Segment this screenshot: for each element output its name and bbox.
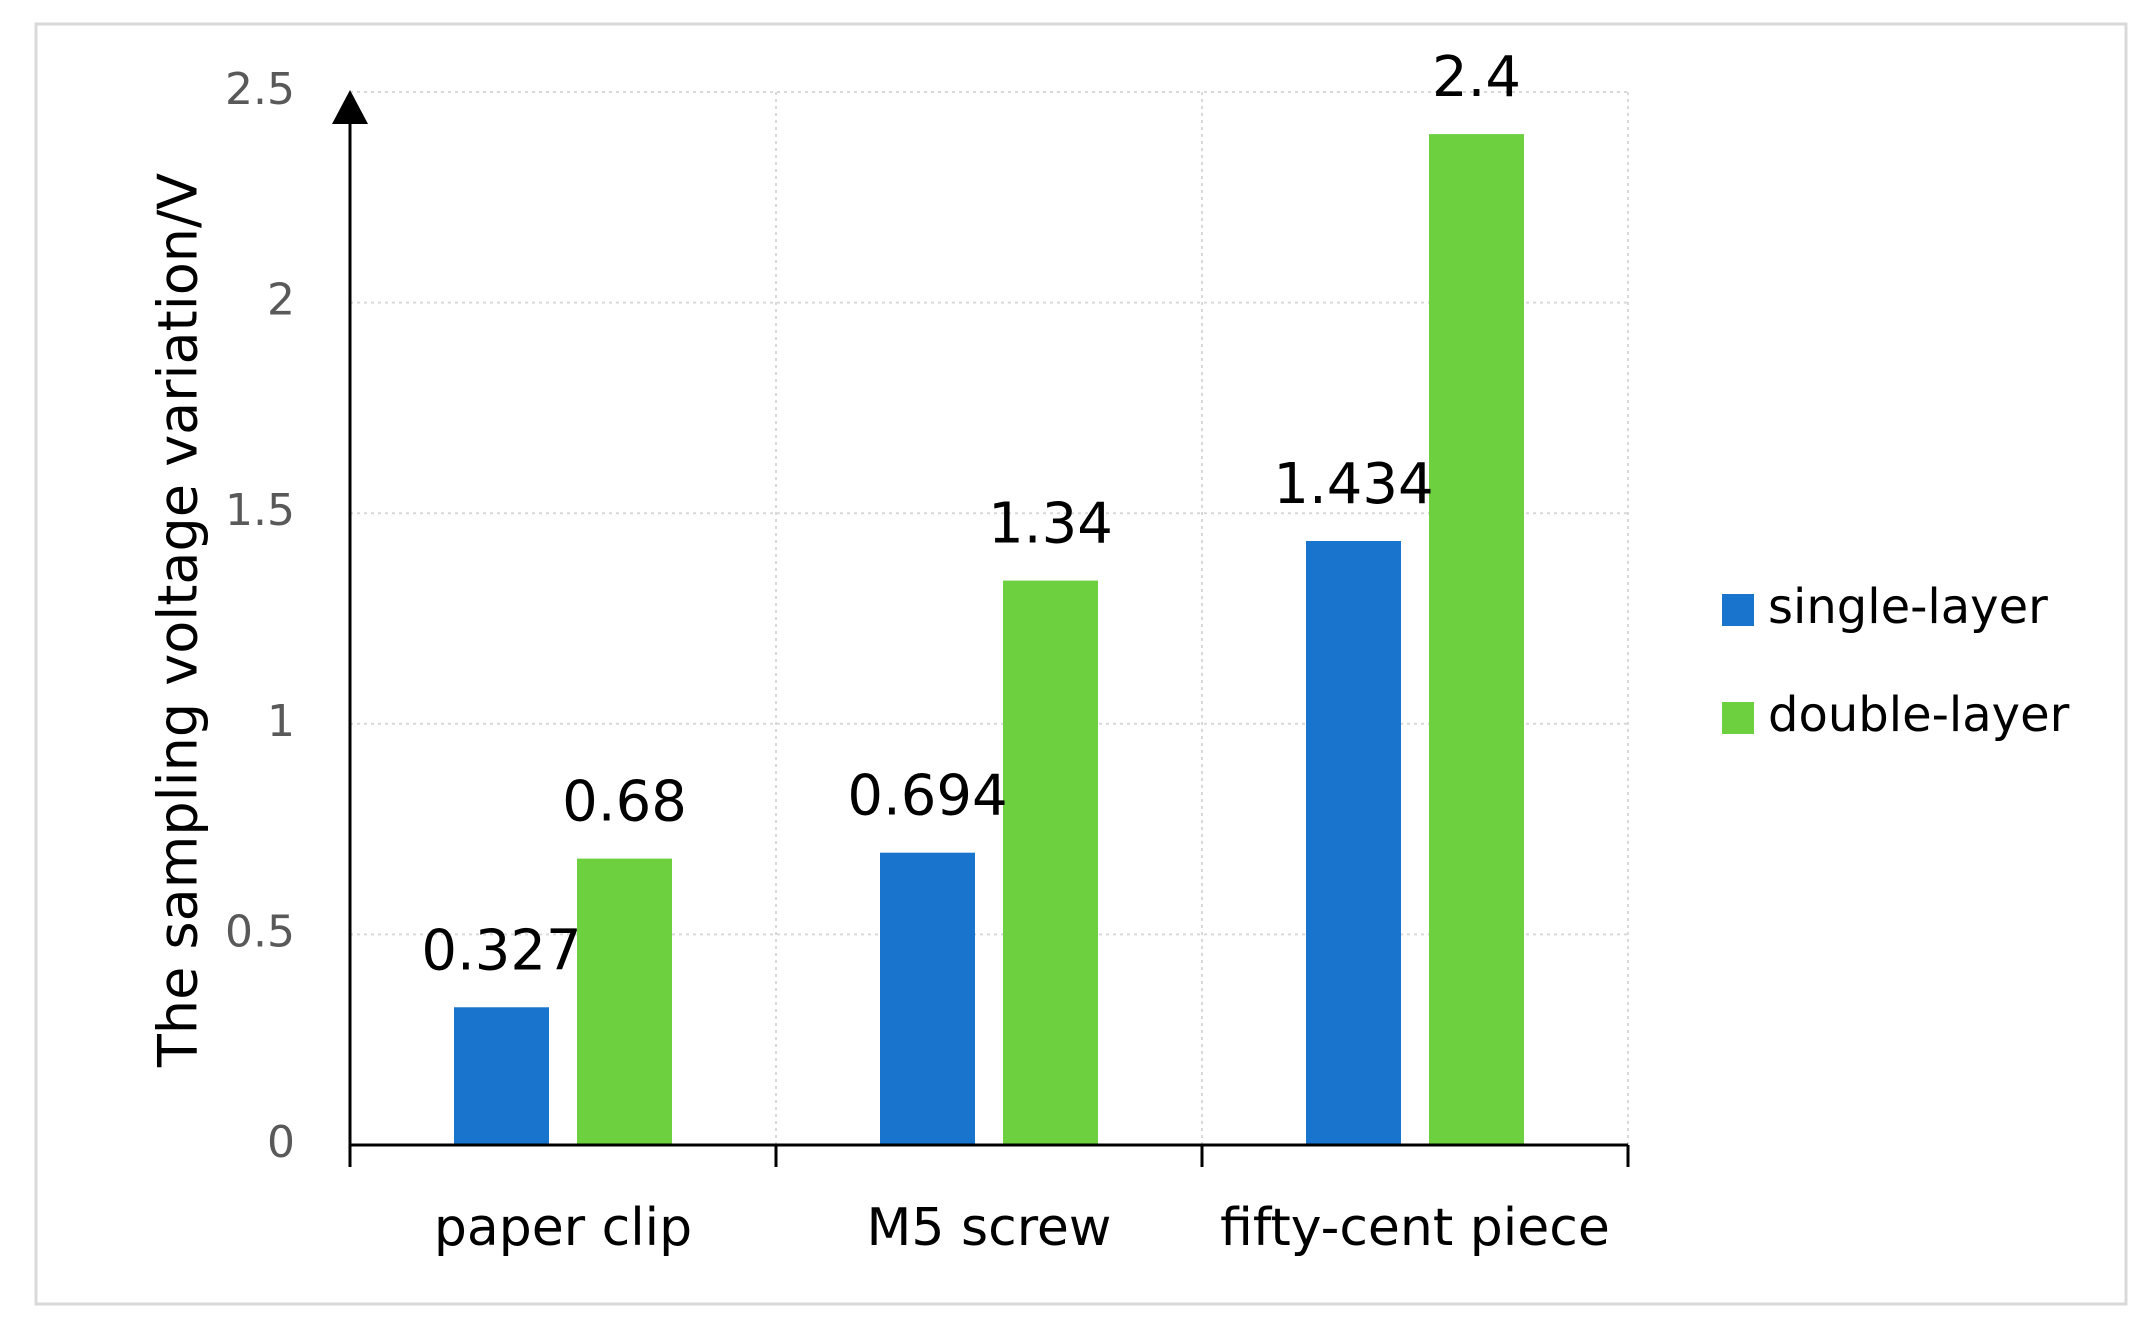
y-axis-title: The sampling voltage variation/V	[147, 173, 210, 1068]
bars-layer	[454, 134, 1524, 1145]
bar-double-layer	[1003, 580, 1098, 1145]
legend-label: single-layer	[1768, 579, 2048, 635]
data-label: 2.4	[1432, 45, 1521, 110]
bar-single-layer	[454, 1007, 549, 1145]
bar-double-layer	[1429, 134, 1524, 1145]
grid-layer	[350, 91, 1629, 1145]
axes-layer	[332, 90, 1630, 1167]
x-category-label: fifty-cent piece	[1220, 1198, 1610, 1258]
legend-label: double-layer	[1768, 687, 2070, 743]
legend-swatch	[1722, 594, 1754, 626]
y-tick-label: 0	[267, 1117, 295, 1168]
labels-layer: 0 0.5 1 1.5 2 2.5 0.327 0.68 paper clip 0.694 1.34…	[225, 45, 1610, 1258]
y-tick-label: 2.5	[225, 64, 295, 115]
data-label: 0.694	[847, 764, 1007, 829]
legend: single-layer double-layer	[1722, 579, 2070, 743]
y-tick-label: 2	[267, 275, 295, 326]
data-label: 0.327	[421, 918, 581, 983]
legend-swatch	[1722, 702, 1754, 734]
y-axis-arrow-icon	[332, 90, 368, 124]
x-category-label: M5 screw	[867, 1198, 1112, 1258]
bar-double-layer	[577, 858, 672, 1145]
data-label: 1.34	[988, 492, 1113, 557]
y-tick-label: 1.5	[225, 485, 295, 536]
y-tick-label: 0.5	[225, 906, 295, 957]
bar-single-layer	[880, 852, 975, 1145]
data-label: 0.68	[562, 770, 687, 835]
y-tick-label: 1	[267, 696, 295, 747]
data-label: 1.434	[1273, 452, 1433, 517]
x-category-label: paper clip	[434, 1198, 692, 1258]
bar-single-layer	[1306, 540, 1401, 1145]
